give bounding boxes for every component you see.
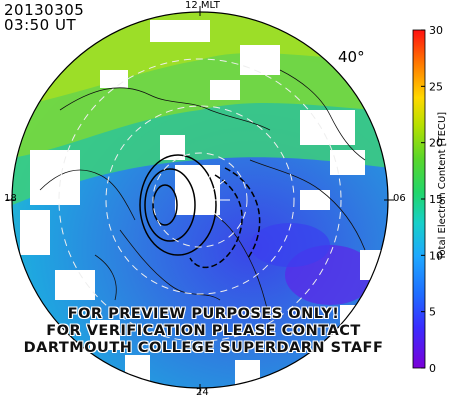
time-label: 03:50 UT: [4, 16, 77, 34]
colorbar-ticks: 0 5 10 15 20 25 30: [421, 24, 443, 375]
colorbar-tick-label: 15: [429, 193, 443, 206]
colorbar-tick-label: 20: [429, 137, 443, 150]
colorbar: 0 5 10 15 20 25 30: [412, 24, 443, 375]
mlt-label-left: 18: [4, 193, 17, 204]
watermark-line-3: DARTMOUTH COLLEGE SUPERDARN STAFF: [23, 340, 384, 356]
watermark-line-2: FOR VERIFICATION PLEASE CONTACT: [46, 323, 361, 339]
latitude-label: 40°: [338, 48, 365, 66]
colorbar-title: Total Electron Content [TECU]: [437, 111, 448, 260]
mlt-label-top: 12 MLT: [185, 0, 220, 11]
mlt-label-right: 06: [393, 193, 406, 204]
colorbar-tick-label: 25: [429, 80, 443, 93]
latitude-grid: [58, 58, 342, 342]
colorbar-tick-label: 30: [429, 24, 443, 37]
mlt-ticks: [6, 6, 394, 394]
date-label: 20130305: [4, 1, 85, 19]
watermark-line-1: FOR PREVIEW PURPOSES ONLY!: [67, 306, 340, 322]
colorbar-tick-label: 5: [429, 306, 436, 319]
colorbar-tick-label: 0: [429, 362, 436, 375]
mlt-label-bottom: 24: [196, 387, 209, 398]
colorbar-tick-label: 10: [429, 249, 443, 262]
